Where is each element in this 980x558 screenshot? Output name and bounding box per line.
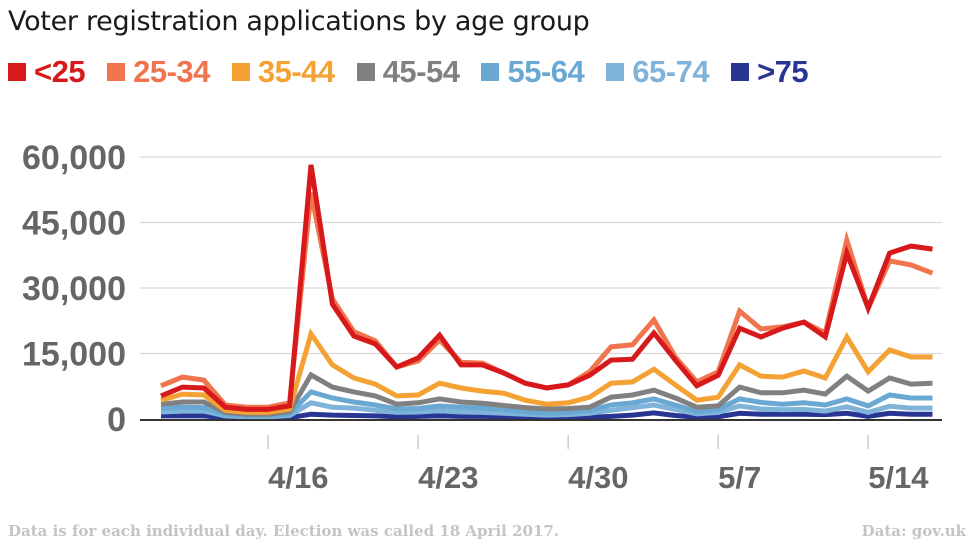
- legend: <25 25-34 35-44 45-54 55-64 65-74 >75: [8, 54, 888, 90]
- series-line-under-25: [160, 164, 933, 412]
- legend-item-under-25: <25: [8, 54, 86, 90]
- series-line-35-44: [160, 328, 933, 415]
- x-tick-label: 4/30: [568, 460, 628, 495]
- series-line-45-54: [160, 371, 933, 417]
- legend-item-35-44: 35-44: [231, 54, 335, 90]
- legend-label: 65-74: [632, 54, 710, 89]
- x-tick-label: 4/16: [268, 460, 328, 495]
- x-tick-label: 5/7: [718, 460, 761, 495]
- legend-swatch-icon: [8, 63, 26, 81]
- legend-item-55-64: 55-64: [481, 54, 585, 90]
- y-tick-label: 60,000: [22, 139, 126, 177]
- x-tick-label: 4/23: [418, 460, 478, 495]
- y-tick-label: 45,000: [22, 205, 126, 243]
- legend-item-over-75: >75: [731, 54, 809, 90]
- legend-label: 55-64: [507, 54, 585, 89]
- legend-label: 25-34: [133, 54, 210, 89]
- legend-swatch-icon: [731, 63, 750, 81]
- y-tick-label: 15,000: [22, 336, 126, 374]
- legend-label: 35-44: [257, 54, 335, 89]
- chart-title: Voter registration applications by age g…: [8, 6, 590, 37]
- legend-item-25-34: 25-34: [107, 54, 210, 90]
- legend-label: >75: [757, 54, 809, 89]
- y-tick-label: 30,000: [22, 270, 126, 308]
- legend-label: <25: [34, 54, 86, 89]
- legend-swatch-icon: [606, 63, 625, 81]
- legend-swatch-icon: [231, 63, 250, 81]
- legend-swatch-icon: [356, 63, 375, 81]
- legend-item-65-74: 65-74: [606, 54, 710, 90]
- footer-note: Data is for each individual day. Electio…: [8, 522, 560, 540]
- footer-source: Data: gov.uk: [861, 522, 966, 540]
- x-tick-label: 5/14: [868, 460, 929, 495]
- y-tick-label: 0: [107, 401, 126, 439]
- legend-swatch-icon: [481, 63, 500, 81]
- legend-swatch-icon: [107, 63, 126, 81]
- legend-label: 45-54: [382, 54, 460, 89]
- legend-item-45-54: 45-54: [356, 54, 460, 90]
